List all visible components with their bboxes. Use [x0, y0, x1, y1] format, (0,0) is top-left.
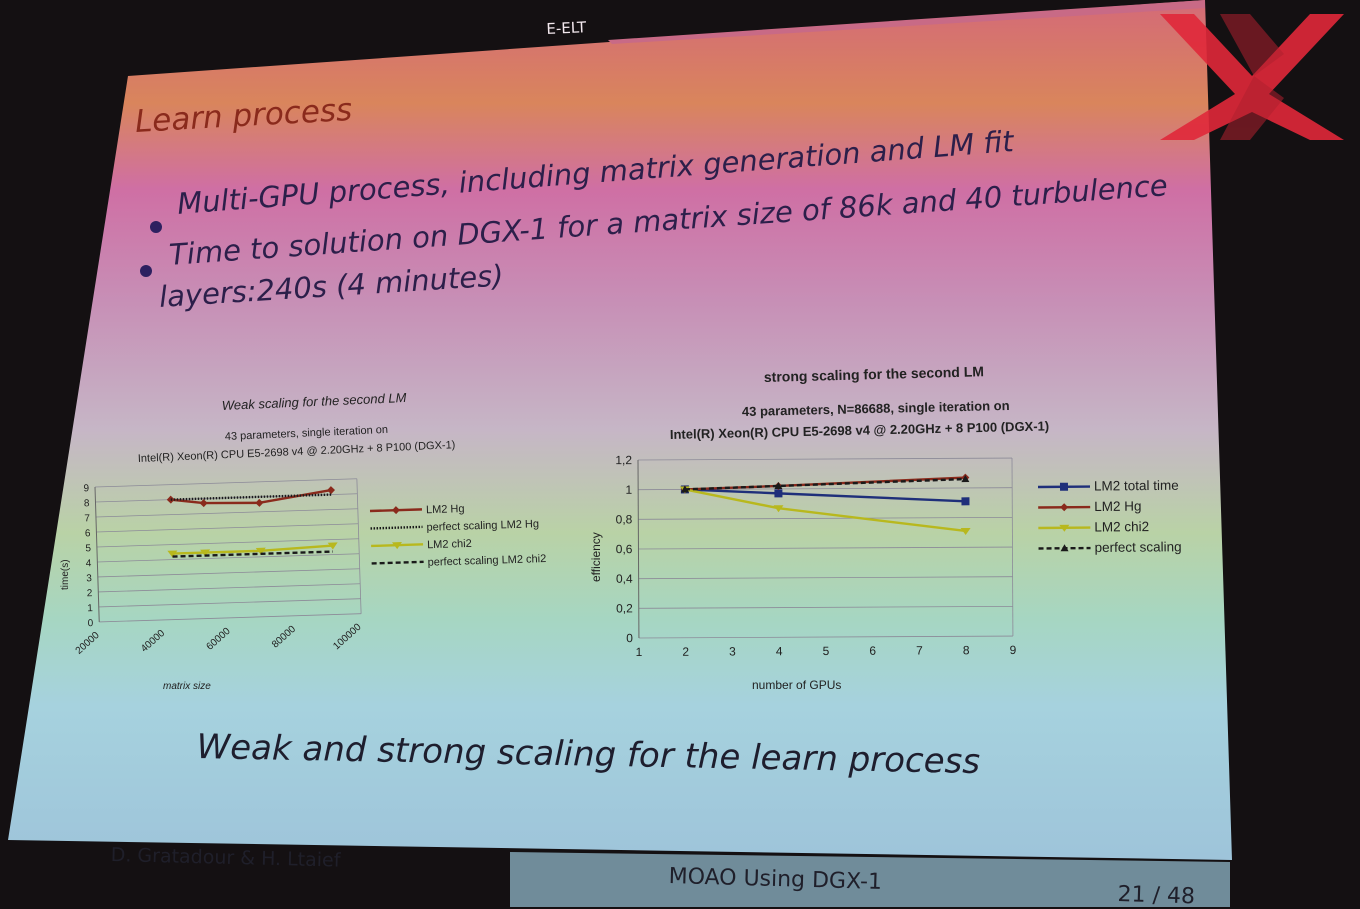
watermark-logo [1160, 14, 1350, 144]
legend-label: LM2 chi2 [1094, 519, 1149, 534]
x-tick-label: 8 [963, 643, 970, 657]
legend-label: LM2 Hg [1094, 499, 1141, 514]
y-tick-label: 1 [625, 483, 632, 497]
x-tick-label: 6 [869, 644, 876, 658]
y-tick-label: 0,6 [616, 542, 633, 556]
gridline [639, 577, 1013, 579]
y-axis-label: efficiency [589, 532, 603, 582]
gridline [638, 517, 1012, 519]
legend-marker [1060, 483, 1068, 491]
x-tick-label: 3 [729, 644, 736, 658]
x-tick-label: 1 [636, 645, 643, 659]
x-tick-label: 4 [776, 644, 783, 658]
chart-subtitle: Intel(R) Xeon(R) CPU E5-2698 v4 @ 2.20GH… [670, 418, 1050, 442]
y-tick-label: 1,2 [615, 453, 632, 467]
gridline [638, 458, 1012, 460]
gridline [639, 636, 1013, 638]
x-tick-label: 2 [682, 645, 689, 659]
y-tick-label: 0,4 [616, 572, 633, 586]
data-point [774, 489, 782, 497]
y-tick-label: 0,8 [616, 512, 633, 526]
y-tick-label: 0,2 [616, 601, 633, 615]
y-axis-line [638, 460, 639, 638]
legend-label: LM2 total time [1094, 478, 1179, 494]
series-line [685, 488, 966, 503]
x-tick-label: 9 [1010, 643, 1017, 657]
legend-label: perfect scaling [1094, 539, 1181, 555]
chart-title: strong scaling for the second LM [764, 363, 984, 385]
gridline [638, 547, 1012, 549]
x-tick-label: 5 [823, 644, 830, 658]
chart-subtitle: 43 parameters, N=86688, single iteration… [742, 398, 1010, 419]
plot-border [1012, 458, 1013, 636]
x-tick-label: 7 [916, 644, 923, 658]
gridline [639, 606, 1013, 608]
x-axis-label: number of GPUs [752, 678, 841, 692]
data-point [961, 497, 969, 505]
footer-page-number: 21 / 48 [1117, 882, 1195, 909]
y-tick-label: 0 [626, 631, 633, 645]
legend-marker [1060, 503, 1068, 511]
